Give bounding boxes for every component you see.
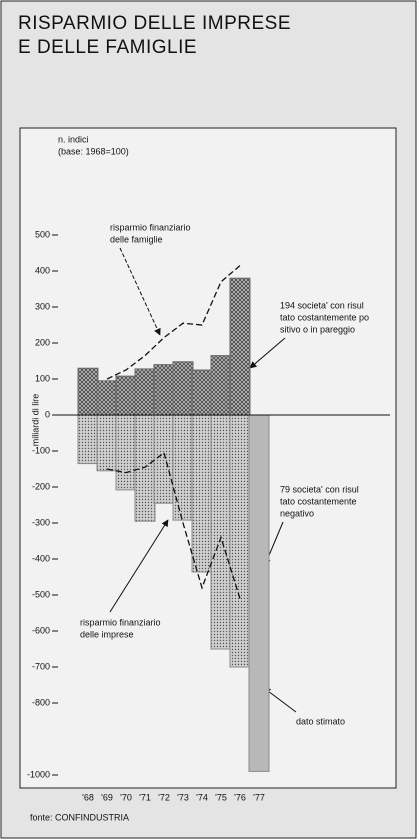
bar — [96, 380, 118, 416]
arrow — [109, 519, 169, 613]
annotation: risparmio finanziario — [80, 617, 161, 627]
arrow — [119, 247, 161, 336]
bar — [210, 355, 232, 416]
y-tick-label: 0 — [45, 409, 50, 419]
bar — [172, 414, 194, 521]
annotation: tato costantemente po — [280, 312, 369, 322]
y-tick-label: 100 — [35, 373, 50, 383]
bar — [172, 361, 194, 416]
x-tick-label: '73 — [177, 792, 189, 802]
subtitle: n. indici — [58, 134, 89, 144]
annotation: delle imprese — [80, 629, 134, 639]
x-tick-label: '68 — [82, 792, 94, 802]
bar — [96, 414, 118, 472]
x-tick-label: '77 — [253, 792, 265, 802]
x-tick-label: '74 — [196, 792, 208, 802]
bar — [134, 368, 156, 416]
annotation: negativo — [280, 508, 314, 518]
y-tick-label: -400 — [32, 553, 50, 563]
y-tick-label: 400 — [35, 265, 50, 275]
x-tick-label: '70 — [120, 792, 132, 802]
bar — [77, 367, 99, 416]
subtitle: (base: 1968=100) — [58, 146, 129, 156]
dashed-line — [106, 451, 241, 599]
annotation: 79 societa' con risul — [280, 484, 359, 494]
y-tick-label: -1000 — [27, 769, 50, 779]
bar — [191, 369, 213, 416]
title-line: RISPARMIO DELLE IMPRESE — [18, 13, 291, 34]
y-tick-label: -800 — [32, 697, 50, 707]
y-axis-label: miliardi di lire — [30, 394, 40, 447]
bar — [229, 277, 251, 416]
title-line: E DELLE FAMIGLIE — [18, 37, 197, 58]
source: fonte: CONFINDUSTRIA — [30, 812, 129, 822]
y-tick-label: -500 — [32, 589, 50, 599]
y-tick-label: -600 — [32, 625, 50, 635]
x-tick-label: '69 — [101, 792, 113, 802]
bar — [153, 414, 175, 504]
bar — [210, 414, 232, 650]
dashed-line — [106, 265, 241, 380]
y-tick-label: -200 — [32, 481, 50, 491]
y-tick-label: 500 — [35, 229, 50, 239]
y-tick-label: -700 — [32, 661, 50, 671]
bar — [153, 364, 175, 416]
annotation: sitivo o in pareggio — [280, 324, 355, 334]
y-tick-label: 200 — [35, 337, 50, 347]
x-tick-label: '72 — [158, 792, 170, 802]
annotation: delle famiglie — [110, 234, 163, 244]
bar — [115, 414, 137, 491]
x-tick-label: '76 — [234, 792, 246, 802]
annotation: 194 societa' con risul — [280, 300, 364, 310]
x-tick-label: '75 — [215, 792, 227, 802]
bar — [77, 414, 99, 465]
annotation: risparmio finanziario — [110, 222, 191, 232]
bar — [229, 414, 251, 668]
arrow — [249, 337, 286, 369]
y-tick-label: 300 — [35, 301, 50, 311]
annotation: tato costantemente — [280, 496, 357, 506]
bar — [115, 375, 137, 416]
bar — [248, 414, 270, 772]
annotation: dato stimato — [296, 716, 345, 726]
y-tick-label: -300 — [32, 517, 50, 527]
bar — [191, 414, 213, 573]
bar — [134, 414, 156, 522]
y-tick-label: -100 — [32, 445, 50, 455]
x-tick-label: '71 — [139, 792, 151, 802]
